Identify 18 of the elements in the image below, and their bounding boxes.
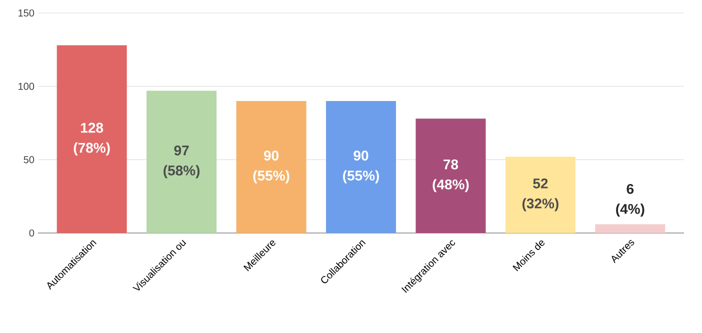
data-label: 90 (55%): [253, 150, 290, 184]
bar: [416, 118, 486, 233]
y-tick-label: 50: [24, 156, 34, 164]
data-label: 90 (55%): [343, 150, 379, 184]
bar: [326, 101, 396, 233]
y-tick-label: 100: [18, 82, 34, 90]
bar: [505, 156, 576, 233]
y-tick-label: 0: [29, 229, 34, 237]
data-label: 128 (78%): [74, 122, 110, 156]
data-label: 97 (58%): [164, 146, 200, 178]
bar: [56, 45, 127, 233]
y-tick-label: 150: [18, 9, 34, 17]
data-label: 52 (32%): [522, 178, 558, 212]
data-label: 78 (48%): [432, 159, 469, 192]
data-label: 6 (4%): [616, 184, 644, 217]
bar: [236, 101, 306, 233]
bar: [595, 224, 666, 233]
bar: [146, 90, 217, 233]
